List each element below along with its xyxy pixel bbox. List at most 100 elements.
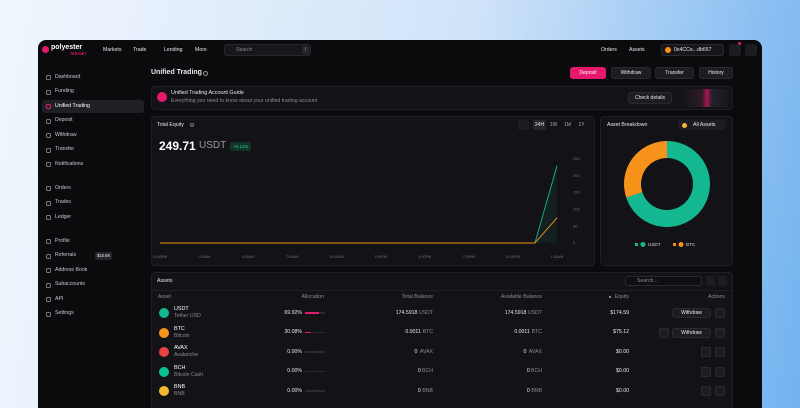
allocation-track: [305, 370, 325, 373]
area: [160, 165, 557, 243]
convert-button[interactable]: [659, 327, 669, 338]
range-button[interactable]: 1Y: [578, 122, 585, 128]
sidebar-item[interactable]: Address Book: [55, 266, 88, 273]
equity-value: $75.12: [613, 329, 629, 335]
brand: polyester: [51, 44, 83, 51]
search-box[interactable]: [224, 44, 311, 56]
sidebar-item[interactable]: Profile: [55, 237, 70, 244]
allocation-track: [305, 390, 325, 392]
allocation-label: 69.92%: [284, 309, 302, 316]
nav-link[interactable]: Lending: [164, 47, 183, 53]
sidebar-item[interactable]: Orders: [55, 184, 71, 191]
range-button[interactable]: 1M: [564, 122, 571, 128]
sidebar-item[interactable]: Dashboard: [55, 73, 81, 80]
column-header: Allocation: [301, 294, 325, 300]
withdraw-button[interactable]: Withdraw: [672, 308, 711, 318]
balance-value: 0: [523, 348, 527, 355]
x-tick-label: 10:00PM: [506, 255, 520, 259]
sidebar-item[interactable]: Unified Trading: [55, 102, 90, 109]
active-item: [42, 100, 144, 113]
equity-title: Total Equity: [157, 122, 184, 128]
link-button[interactable]: [715, 347, 725, 357]
link-button[interactable]: [715, 366, 725, 377]
balance-value: 0.0011: [514, 329, 530, 335]
sidebar-item[interactable]: Transfer: [55, 146, 75, 152]
sidebar-item[interactable]: API: [55, 295, 64, 302]
settings-button[interactable]: [745, 44, 757, 56]
page-title: Unified Trading: [151, 69, 202, 76]
assets-search-text: Search...: [637, 277, 658, 284]
withdraw-button[interactable]: Withdraw: [672, 327, 711, 338]
range-button[interactable]: 1W: [549, 122, 558, 128]
sidebar-item[interactable]: Funding: [55, 88, 74, 94]
chart-tool[interactable]: [518, 120, 529, 130]
nav-link[interactable]: Trade: [133, 47, 147, 53]
sidebar-item[interactable]: Ledger: [55, 213, 72, 220]
y-tick-label: 50: [573, 223, 578, 228]
filter-label: All Assets: [693, 121, 716, 128]
balance-value: 0: [526, 368, 530, 374]
legend-coin: [678, 242, 684, 247]
header-button[interactable]: Withdraw: [611, 67, 651, 79]
allocation-label: 30.08%: [284, 329, 302, 335]
range-button[interactable]: 24H: [533, 120, 546, 130]
column-header: Actions: [707, 294, 725, 300]
link-button[interactable]: [715, 327, 725, 338]
header-button[interactable]: History: [699, 67, 733, 79]
equity-value: 249.71: [159, 139, 196, 153]
breakdown-title: Asset Breakdown: [607, 122, 648, 128]
header-button[interactable]: Transfer: [655, 67, 694, 79]
sidebar-item[interactable]: Deposit: [55, 117, 73, 123]
sidebar-item[interactable]: Withdraw: [55, 131, 77, 138]
header-button[interactable]: Deposit: [570, 67, 606, 79]
filter-pill[interactable]: [678, 120, 726, 130]
line: [160, 217, 558, 244]
nav-link[interactable]: More: [195, 47, 207, 53]
balance-unit: BTC: [422, 329, 433, 335]
convert-button[interactable]: [701, 347, 711, 357]
allocation-label: 0.00%: [287, 348, 302, 355]
link-button[interactable]: [715, 386, 725, 396]
referral-badge: $15.6K: [95, 251, 113, 260]
lock-button[interactable]: [718, 276, 727, 286]
allocation-track: [305, 351, 325, 353]
sidebar-item[interactable]: Notifications: [55, 160, 84, 167]
asset-symbol: BTC: [174, 325, 185, 332]
nav-right-link[interactable]: Assets: [629, 47, 645, 53]
convert-button[interactable]: [701, 366, 711, 377]
asset-name: Tether USD: [174, 313, 201, 319]
table-divider: [151, 290, 733, 291]
legend-swatch: [673, 243, 676, 246]
sidebar-item[interactable]: Settings: [55, 310, 74, 316]
link-button[interactable]: [715, 308, 725, 318]
x-tick-label: 1:00AM: [198, 255, 210, 259]
assets-title: Assets: [157, 278, 173, 284]
donut-segment: [623, 141, 667, 198]
equity-change: +0.11%: [230, 142, 252, 151]
sidebar-icon: [46, 89, 51, 95]
convert-button[interactable]: [701, 386, 711, 396]
grid-view-button[interactable]: [706, 276, 715, 286]
equity-unit: USDT: [199, 140, 227, 151]
x-tick-label: 4:00AM: [242, 255, 254, 259]
assets-search[interactable]: [625, 276, 702, 286]
coin-icon: [159, 347, 169, 357]
allocation-label: 0.00%: [287, 368, 302, 374]
asset-name: Bitcoin: [174, 332, 190, 339]
balance-value: 0: [414, 348, 418, 355]
nav-right-link[interactable]: Orders: [601, 47, 617, 53]
sidebar-item[interactable]: Referrals: [55, 252, 77, 258]
check-details[interactable]: Check details: [628, 92, 672, 104]
sidebar-icon: [46, 104, 51, 109]
bell-button[interactable]: [729, 44, 741, 56]
nav-link[interactable]: Markets: [103, 47, 122, 53]
sort-dot: [609, 296, 611, 298]
y-tick-label: 150: [573, 190, 580, 195]
coin-icon: [159, 308, 169, 318]
sidebar-item[interactable]: Subaccounts: [55, 281, 85, 287]
x-tick-label: 7:00PM: [463, 255, 475, 259]
breakdown-panel: [600, 116, 733, 266]
bell-dot: [738, 42, 741, 45]
wallet-button[interactable]: [661, 44, 724, 56]
sidebar-item[interactable]: Trades: [55, 199, 71, 205]
